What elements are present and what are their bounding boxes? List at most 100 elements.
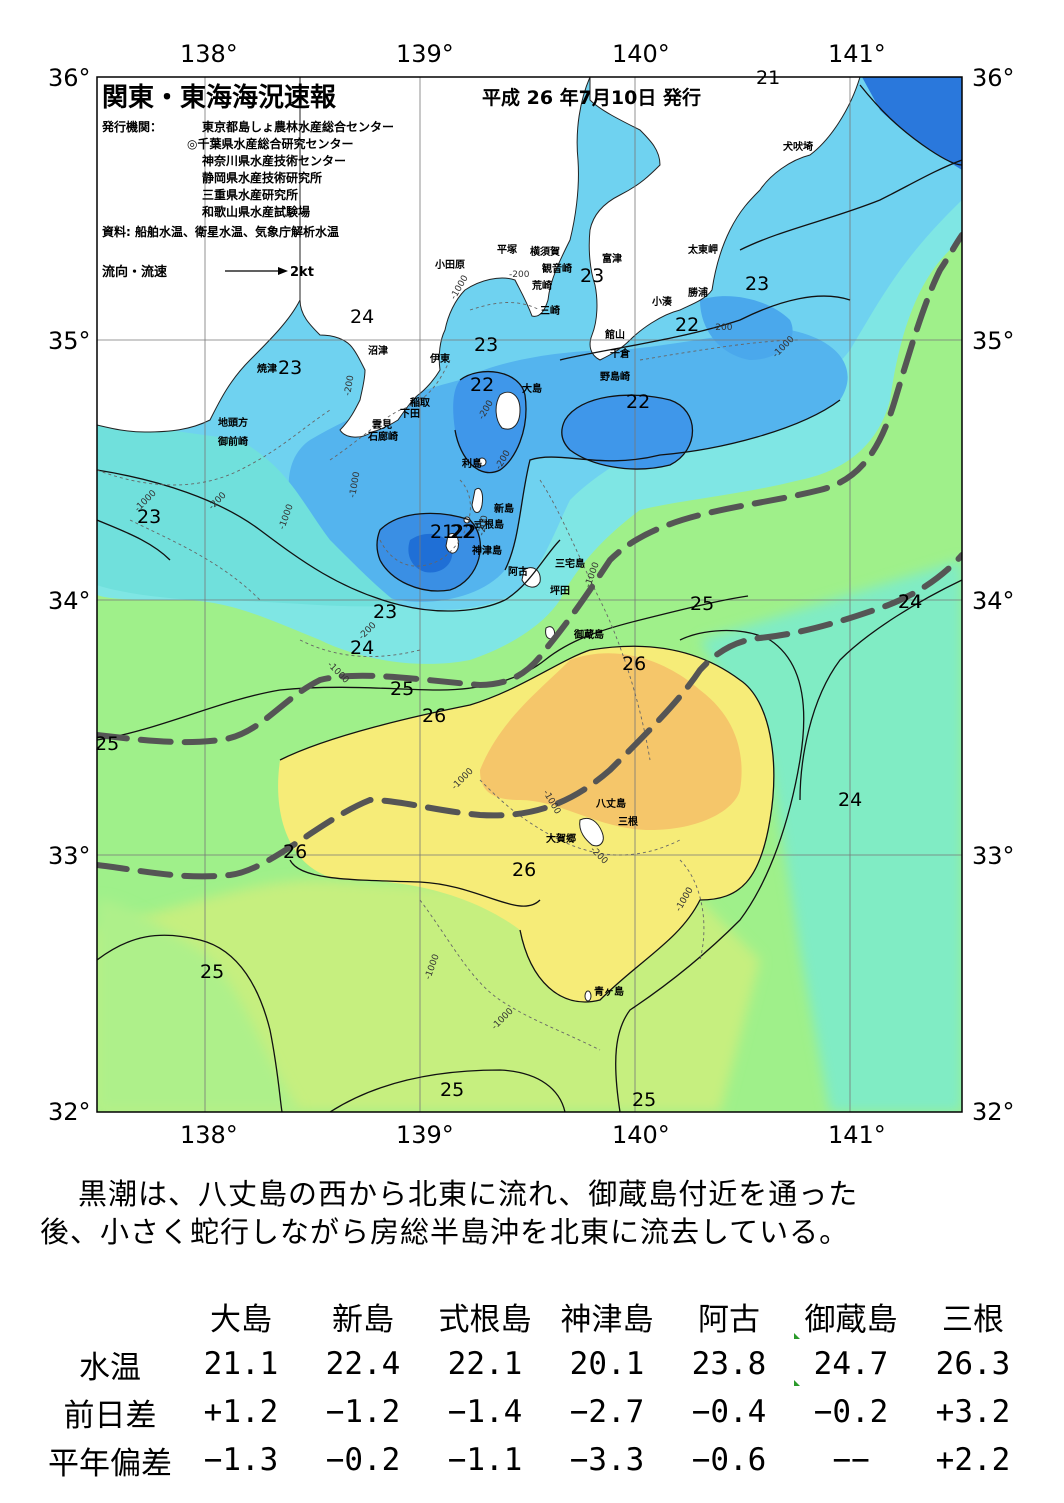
isotherm-label: 22 — [675, 314, 699, 336]
isotherm-label: 22 — [452, 521, 476, 543]
place-tsubota: 坪田 — [550, 584, 570, 597]
table-cell: −2.7 — [569, 1394, 645, 1430]
table-row: 前日差 +1.2 −1.2 −1.4 −2.7 −0.4 −0.2 +3.2 — [40, 1388, 1034, 1436]
table-cell: −1.4 — [447, 1394, 523, 1430]
place-hachijojima: 八丈島 — [595, 797, 626, 810]
isotherm-label: 22 — [626, 391, 650, 413]
isotherm-label: 25 — [200, 961, 224, 983]
table-header-row: 大島 新島 式根島 神津島 阿古 御蔵島 三根 — [40, 1292, 1034, 1340]
place-aogashima: 青ヶ島 — [594, 985, 624, 998]
place-chikura: 千倉 — [610, 347, 631, 360]
place-names: 犬吠埼 太東岬 勝浦 小湊 富津 横須賀 観音崎 平塚 小田原 荒崎 三崎 館山… — [217, 140, 813, 998]
land — [97, 77, 861, 1002]
column-header: 三根 — [942, 1301, 1004, 1338]
isotherm-label: 24 — [350, 637, 374, 659]
lat-label-34-left: 34° — [48, 587, 91, 615]
table-cell: −3.3 — [569, 1442, 645, 1478]
place-kozushima: 神津島 — [472, 544, 502, 557]
isotherm-label: 23 — [474, 334, 498, 356]
column-header: 阿古 — [698, 1301, 760, 1338]
isotherm-label: 23 — [745, 273, 769, 295]
table-cell: −0.6 — [691, 1442, 767, 1478]
isotherm-label: 25 — [95, 733, 119, 755]
isotherm-label: 26 — [422, 705, 446, 727]
table-corner — [40, 1292, 180, 1340]
place-yokosuka: 横須賀 — [530, 245, 560, 258]
place-numazu: 沼津 — [368, 344, 388, 357]
axis-labels: 138° 139° 140° 141° 138° 139° 140° 141° … — [48, 40, 1015, 1149]
publisher-label: 発行機関： — [101, 119, 162, 134]
table-cell: +3.2 — [935, 1394, 1011, 1430]
lon-label-140-bottom: 140° — [612, 1121, 670, 1149]
isotherm-label: 26 — [512, 859, 536, 881]
isotherm-label: 24 — [838, 789, 862, 811]
summary-line-1: 黒潮は、八丈島の西から北東に流れ、御蔵島付近を通った — [78, 1177, 859, 1211]
column-header: 式根島 — [438, 1301, 532, 1338]
publisher-6: 和歌山県水産試験場 — [201, 204, 310, 219]
isotherm-label: 21 — [756, 67, 780, 89]
publisher-1: 東京都島しょ農林水産総合センター — [202, 119, 394, 134]
isotherm-label: 23 — [373, 601, 397, 623]
table-cell: −1.3 — [203, 1442, 279, 1478]
column-header: 神津島 — [560, 1301, 654, 1338]
lon-label-139-top: 139° — [396, 40, 454, 68]
isotherm-label: 25 — [440, 1079, 464, 1101]
place-misaki: 三崎 — [540, 304, 560, 317]
column-header: 大島 — [210, 1301, 272, 1338]
cell-marker-icon — [794, 1333, 800, 1339]
column-header: 御蔵島 — [804, 1301, 898, 1338]
place-niijima: 新島 — [494, 502, 514, 515]
publisher-5: 三重県水産研究所 — [202, 187, 298, 202]
isotherm-label: 24 — [350, 306, 374, 328]
place-kannonzaki: 観音崎 — [542, 262, 572, 275]
isotherm-label: 22 — [450, 521, 474, 543]
lat-label-35-right: 35° — [972, 327, 1015, 355]
depth-label: -200 — [343, 374, 356, 396]
issue-date: 平成 26 年7月10日 発行 — [482, 86, 701, 109]
place-omaezaki: 御前崎 — [217, 435, 248, 448]
temperature-field — [97, 77, 962, 1112]
table-row: 平年偏差 −1.3 −0.2 −1.1 −3.3 −0.6 −− +2.2 — [40, 1436, 1034, 1484]
summary-text: 黒潮は、八丈島の西から北東に流れ、御蔵島付近を通った 後、小さく蛇行しながら房総… — [40, 1175, 1040, 1251]
isotherm-label: 25 — [632, 1089, 656, 1111]
place-hiratsuka: 平塚 — [497, 243, 517, 256]
isotherm-label: 25 — [690, 593, 714, 615]
table-cell: +2.2 — [935, 1442, 1011, 1478]
table-cell: −0.2 — [813, 1394, 889, 1430]
table-cell: −0.2 — [325, 1442, 401, 1478]
island-observation-table: 大島 新島 式根島 神津島 阿古 御蔵島 三根 水温 21.1 22.4 22.… — [40, 1292, 1034, 1484]
column-header: 新島 — [332, 1301, 394, 1338]
isotherm-label: 23 — [137, 506, 161, 528]
place-odawara: 小田原 — [434, 258, 465, 271]
isotherm-label: 25 — [390, 678, 414, 700]
row-header: 平年偏差 — [48, 1445, 172, 1482]
isotherm-label: 21 — [430, 521, 454, 543]
table-cell: 22.1 — [447, 1346, 523, 1382]
sea-temperature-map: 138° 139° 140° 141° 138° 139° 140° 141° … — [48, 40, 1015, 1149]
legend-label: 流向・流速 — [102, 264, 167, 280]
place-mikurajima: 御蔵島 — [573, 628, 604, 641]
place-jitogata: 地頭方 — [218, 416, 248, 429]
lat-label-36-left: 36° — [48, 64, 91, 92]
place-futtsu: 富津 — [602, 252, 622, 265]
place-toshima: 利島 — [462, 457, 482, 470]
place-katsuura: 勝浦 — [688, 286, 708, 299]
place-inatori: 稲取 — [410, 396, 431, 409]
map-frame — [96, 76, 963, 1113]
lat-label-32-right: 32° — [972, 1098, 1015, 1126]
place-shimoda: 下田 — [400, 408, 420, 420]
isotherm-label: 24 — [898, 591, 922, 613]
table-cell: −0.4 — [691, 1394, 767, 1430]
row-header: 水温 — [79, 1349, 141, 1386]
depth-label: -200 — [712, 323, 733, 333]
place-miyakejima: 三宅島 — [555, 557, 585, 570]
map-title: 関東・東海海況速報 — [102, 83, 337, 113]
isotherm-label: 23 — [278, 357, 302, 379]
isotherm-label: 26 — [283, 841, 307, 863]
publisher-3: 神奈川県水産技術センター — [202, 153, 346, 168]
lon-label-141-bottom: 141° — [828, 1121, 886, 1149]
bathymetry — [97, 302, 801, 1051]
lon-label-138-bottom: 138° — [180, 1121, 238, 1149]
table-cell: 23.8 — [691, 1346, 767, 1382]
isotherm-label: 23 — [580, 265, 604, 287]
